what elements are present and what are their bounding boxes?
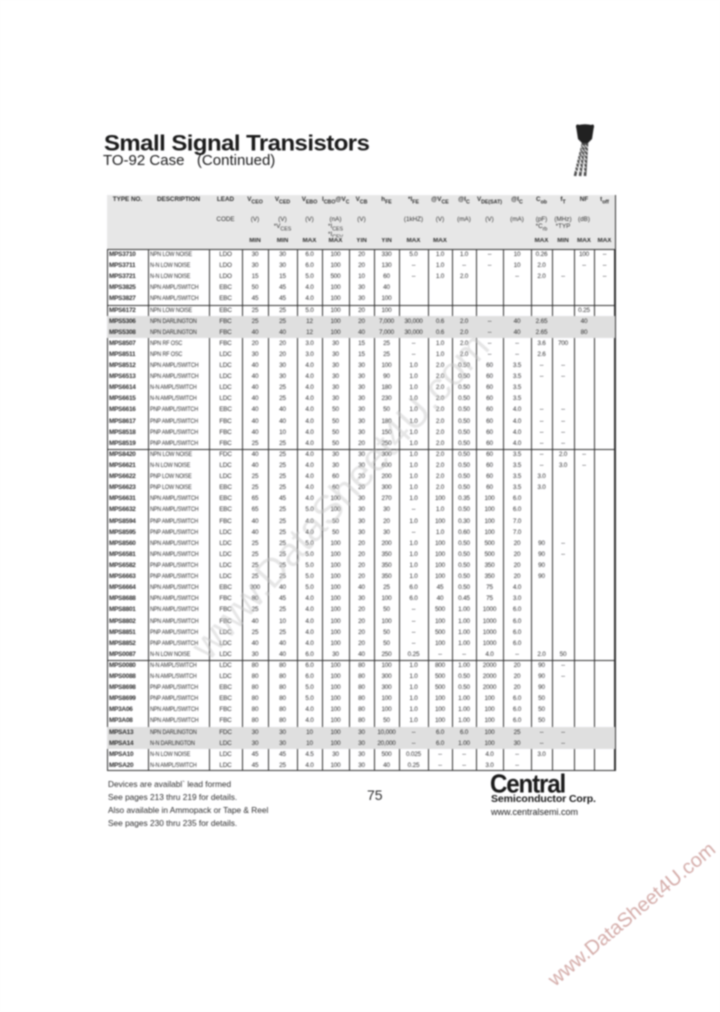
svg-text:Semiconductor Corp.: Semiconductor Corp. [491,793,596,805]
svg-text:www.centralsemi.com: www.centralsemi.com [490,807,578,817]
svg-text:www.DataSheet4U.com: www.DataSheet4U.com [545,838,720,991]
